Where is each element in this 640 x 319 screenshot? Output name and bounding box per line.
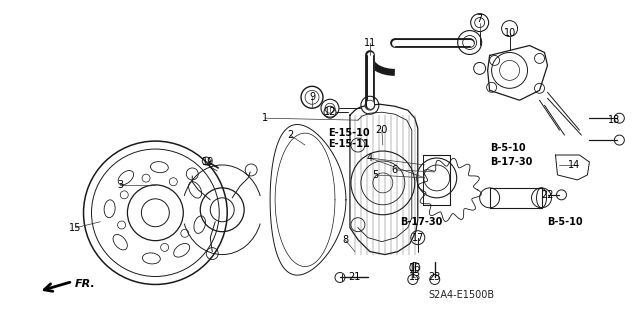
Text: 1: 1 <box>262 113 268 123</box>
Text: 9: 9 <box>309 92 315 102</box>
Text: E-15-11: E-15-11 <box>328 139 370 149</box>
Text: 4: 4 <box>367 153 373 163</box>
Text: B-5-10: B-5-10 <box>547 217 583 227</box>
Text: FR.: FR. <box>74 279 95 289</box>
Text: 18: 18 <box>608 115 621 125</box>
Text: S2A4-E1500B: S2A4-E1500B <box>429 290 495 300</box>
Text: 12: 12 <box>324 107 336 117</box>
Text: 22: 22 <box>541 190 554 200</box>
Text: 2: 2 <box>287 130 293 140</box>
Text: 15: 15 <box>69 223 82 233</box>
Text: 7: 7 <box>477 14 483 24</box>
Text: 5: 5 <box>372 170 378 180</box>
Text: B-5-10: B-5-10 <box>490 143 525 153</box>
Text: 8: 8 <box>342 235 348 245</box>
Text: B-17-30: B-17-30 <box>490 157 532 167</box>
Text: 20: 20 <box>376 125 388 135</box>
Text: 3: 3 <box>117 180 124 190</box>
Text: 16: 16 <box>409 263 421 272</box>
Text: 21: 21 <box>349 272 361 283</box>
Text: 13: 13 <box>409 272 421 283</box>
Text: 6: 6 <box>392 165 398 175</box>
Text: 11: 11 <box>364 38 376 48</box>
Text: B-17-30: B-17-30 <box>400 217 442 227</box>
Text: 10: 10 <box>504 27 516 38</box>
Text: 14: 14 <box>568 160 580 170</box>
Text: 23: 23 <box>429 272 441 283</box>
Text: 17: 17 <box>412 233 424 243</box>
Text: 19: 19 <box>202 157 214 167</box>
Text: E-15-10: E-15-10 <box>328 128 370 138</box>
